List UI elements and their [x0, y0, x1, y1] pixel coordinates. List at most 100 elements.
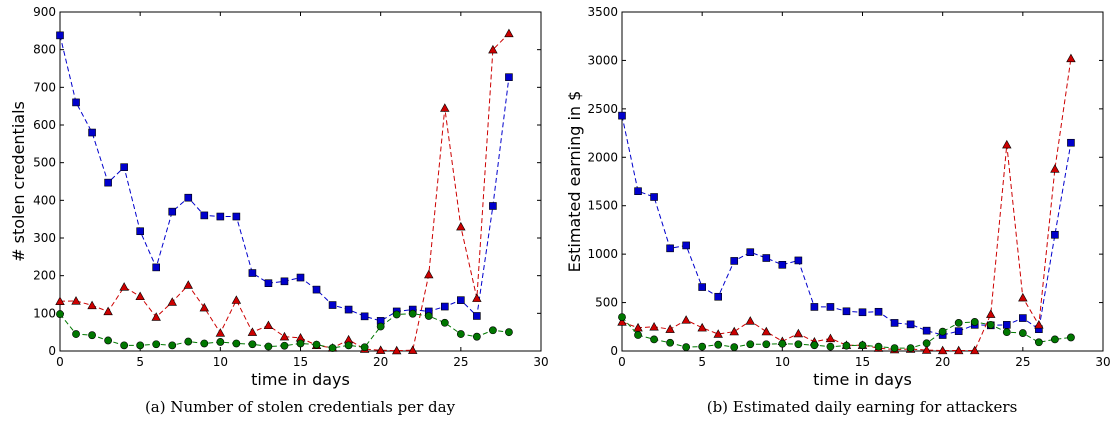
y-tick-label: 200 [33, 269, 56, 283]
y-tick-label: 800 [33, 43, 56, 57]
y-tick-label: 100 [33, 306, 56, 320]
x-tick-label: 10 [213, 355, 228, 369]
data-point-square [778, 260, 787, 269]
data-point-triangle [456, 221, 466, 231]
data-point-square [457, 296, 465, 304]
data-point-square [136, 227, 144, 236]
y-tick-label: 500 [33, 156, 56, 170]
data-point-circle [152, 340, 161, 349]
data-point-triangle [472, 293, 482, 302]
y-tick-label: 0 [610, 344, 618, 358]
data-point-triangle [793, 328, 804, 338]
series-line [621, 58, 1072, 352]
data-point-circle [810, 341, 819, 350]
data-point-triangle [1018, 292, 1028, 302]
data-point-circle [922, 339, 931, 348]
data-point-square [328, 301, 337, 309]
data-point-square [120, 163, 128, 171]
x-tick-label: 30 [533, 355, 548, 369]
x-tick-label: 25 [453, 355, 468, 369]
data-point-triangle [921, 345, 932, 354]
data-point-circle [136, 341, 145, 350]
data-point-circle [248, 340, 257, 349]
data-point-triangle [87, 300, 97, 310]
data-point-circle [762, 340, 771, 349]
data-point-square [874, 307, 883, 316]
data-point-square [1051, 230, 1059, 239]
data-point-square [954, 327, 963, 335]
plot-frame [621, 11, 1104, 352]
data-point-circle [698, 342, 707, 351]
data-point-triangle [825, 333, 836, 343]
data-point-square [922, 326, 931, 335]
y-tick-label: 900 [33, 5, 56, 19]
data-point-circle [682, 343, 691, 352]
data-point-square [88, 128, 96, 137]
data-point-triangle [504, 28, 514, 38]
data-point-circle [1018, 329, 1027, 337]
data-point-circle [874, 342, 883, 351]
data-point-triangle [215, 328, 226, 337]
y-tick-label: 0 [48, 344, 56, 358]
data-point-square [440, 302, 449, 311]
y-tick-label: 1000 [587, 247, 618, 261]
data-point-triangle [199, 302, 210, 312]
caption-stolen-credentials: (a) Number of stolen credentials per day [144, 398, 456, 416]
data-point-circle [906, 344, 915, 352]
data-point-triangle [440, 103, 450, 112]
data-point-circle [88, 331, 96, 340]
data-point-circle [488, 326, 497, 335]
series-circle [56, 309, 513, 352]
data-point-circle [714, 340, 723, 349]
data-point-circle [650, 335, 658, 344]
data-point-circle [344, 341, 353, 350]
data-point-circle [1002, 328, 1011, 337]
x-tick-label: 20 [935, 355, 950, 369]
data-point-circle [1051, 335, 1059, 344]
data-point-square [794, 256, 803, 265]
y-tick-label: 2500 [587, 102, 618, 116]
chart-estimated-earning: 0 5 10 15 20 25 30 0 500 1000 1500 2000 2500 3000 3500… [565, 5, 1111, 389]
data-point-square [473, 312, 481, 320]
data-point-circle [296, 339, 305, 348]
data-point-square [56, 31, 64, 40]
data-point-circle [56, 310, 64, 318]
data-point-circle [842, 341, 851, 350]
data-point-circle [312, 340, 321, 349]
data-point-square [746, 248, 755, 257]
data-point-triangle [247, 327, 258, 336]
data-point-square [312, 285, 321, 294]
y-axis-label: Estimated earning in $ [565, 91, 584, 273]
data-point-triangle [71, 296, 81, 305]
data-point-triangle [665, 324, 675, 333]
data-point-triangle [937, 345, 948, 355]
data-point-circle [72, 330, 80, 338]
y-tick-label: 3500 [587, 5, 618, 19]
data-point-square [842, 307, 851, 316]
series-line [621, 115, 1072, 336]
chart-stolen-credentials: 0 5 10 15 20 25 300100200300400500600700800900… [9, 5, 549, 389]
plot-frame [59, 11, 542, 352]
x-tick-label: 15 [293, 355, 308, 369]
data-point-triangle [119, 282, 129, 291]
data-point-square [682, 241, 690, 250]
data-point-circle [618, 313, 626, 321]
data-point-circle [746, 340, 755, 349]
x-tick-label: 15 [855, 355, 870, 369]
data-point-square [489, 202, 497, 210]
data-point-triangle [151, 312, 161, 321]
data-point-triangle [488, 44, 498, 54]
y-tick-label: 600 [33, 118, 56, 132]
data-point-triangle [970, 345, 980, 355]
data-point-circle [360, 343, 369, 352]
series-square [56, 31, 513, 325]
data-point-triangle [135, 291, 145, 301]
y-tick-label: 2000 [587, 150, 618, 164]
y-tick-label: 700 [33, 80, 56, 94]
x-tick-label: 5 [136, 355, 144, 369]
data-point-triangle [761, 326, 772, 336]
data-point-square [714, 292, 723, 301]
data-point-square [698, 283, 706, 291]
data-point-triangle [649, 321, 659, 331]
data-point-circle [954, 319, 963, 327]
